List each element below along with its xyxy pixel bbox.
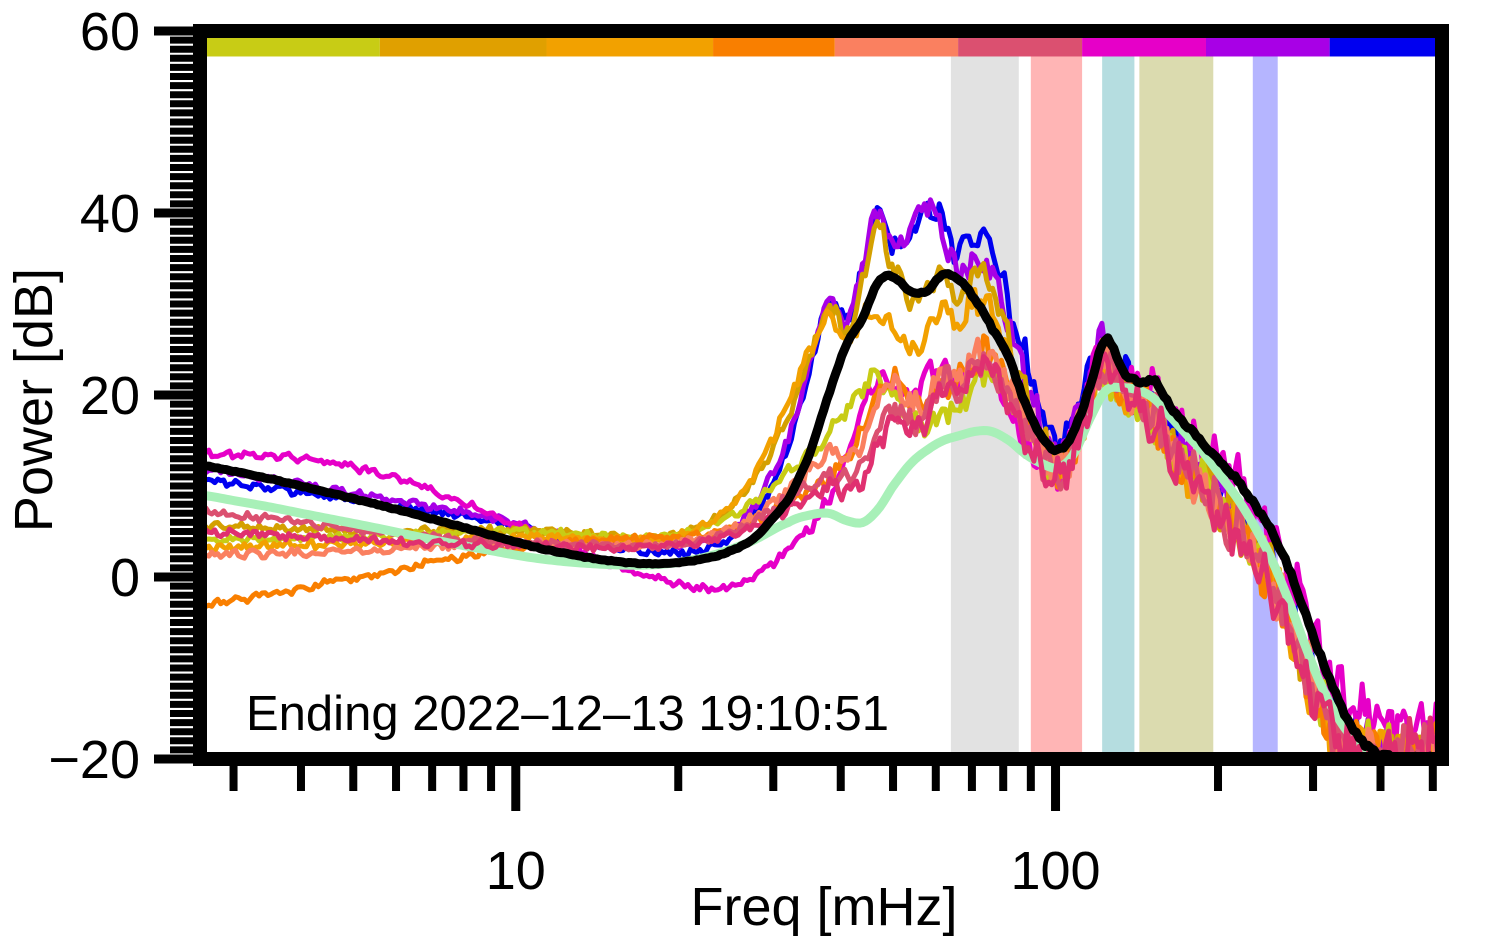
colorbar-segment-8 xyxy=(1329,36,1442,57)
frequency-bands xyxy=(950,31,1278,759)
y-tick-label: 20 xyxy=(80,366,140,426)
curve-ch-crimson xyxy=(200,351,1441,759)
band-periwinkle xyxy=(1252,31,1278,759)
colorbar-segment-1 xyxy=(379,36,547,57)
x-axis-title: Freq [mHz] xyxy=(690,877,957,937)
x-tick-label: 100 xyxy=(1010,841,1100,901)
y-axis-title: Power [dB] xyxy=(4,268,64,532)
x-tick-label: 10 xyxy=(486,841,546,901)
colorbar-segment-4 xyxy=(834,36,959,57)
colorbar-segment-7 xyxy=(1205,36,1330,57)
spectra-curves xyxy=(200,197,1442,759)
colorbar-segment-6 xyxy=(1082,36,1206,57)
axes-tick-labels: −20 0 20 40 60 10 100 xyxy=(48,2,1100,901)
colorbar-segment-0 xyxy=(200,36,380,57)
channel-colorbar xyxy=(200,36,1442,57)
colorbar-segment-2 xyxy=(546,36,714,57)
y-tick-label: 60 xyxy=(80,2,140,62)
y-tick-label: −20 xyxy=(48,730,140,790)
curve-mean xyxy=(200,269,1442,759)
colorbar-segment-5 xyxy=(958,36,1083,57)
y-tick-label: 0 xyxy=(110,548,140,608)
colorbar-segment-3 xyxy=(713,36,835,57)
ending-timestamp-annotation: Ending 2022–12–13 19:10:51 xyxy=(246,687,889,741)
axes-ticks xyxy=(154,26,1437,811)
band-pink xyxy=(1030,31,1083,759)
y-tick-label: 40 xyxy=(80,184,140,244)
curve-ch-mint xyxy=(200,382,1442,759)
